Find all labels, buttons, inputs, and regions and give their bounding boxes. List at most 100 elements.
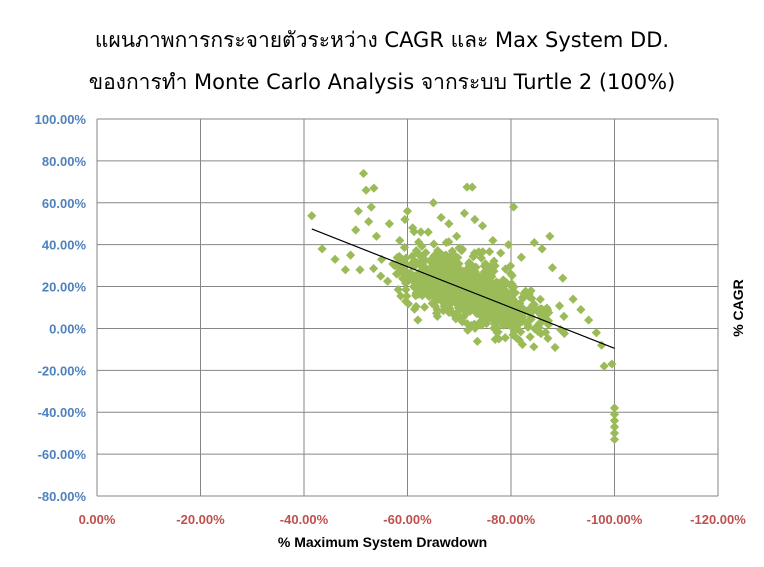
x-tick-label: -60.00% bbox=[383, 512, 432, 527]
data-point bbox=[459, 268, 469, 278]
data-point bbox=[340, 265, 350, 275]
y-tick-label: 60.00% bbox=[42, 196, 87, 211]
data-point bbox=[307, 211, 317, 221]
x-tick-label: -100.00% bbox=[587, 512, 643, 527]
data-point bbox=[440, 285, 451, 295]
data-point bbox=[534, 323, 544, 333]
data-point bbox=[550, 342, 560, 353]
data-point bbox=[449, 250, 460, 260]
data-point bbox=[366, 202, 376, 212]
data-point bbox=[500, 333, 510, 343]
x-tick-label: 0.00% bbox=[79, 512, 116, 527]
data-point bbox=[503, 309, 513, 320]
data-point bbox=[609, 434, 620, 445]
data-point bbox=[584, 315, 594, 325]
data-point bbox=[400, 214, 410, 225]
data-point bbox=[358, 168, 369, 179]
data-point bbox=[452, 231, 462, 241]
data-point bbox=[411, 301, 421, 312]
data-point bbox=[477, 320, 487, 330]
data-point bbox=[376, 271, 386, 281]
data-point bbox=[383, 276, 393, 286]
data-point bbox=[454, 243, 464, 253]
data-point bbox=[523, 322, 533, 332]
data-point bbox=[533, 326, 543, 336]
y-tick-label: -20.00% bbox=[38, 363, 87, 378]
data-point bbox=[417, 241, 427, 251]
data-point bbox=[457, 317, 467, 327]
data-point bbox=[505, 261, 516, 271]
data-point bbox=[468, 251, 478, 261]
data-point bbox=[507, 271, 517, 281]
data-point bbox=[353, 206, 363, 216]
data-point bbox=[461, 275, 472, 285]
data-point bbox=[596, 340, 607, 350]
y-tick-label: -60.00% bbox=[38, 447, 87, 462]
x-tick-label: -40.00% bbox=[280, 512, 329, 527]
data-point bbox=[441, 262, 451, 272]
data-point bbox=[464, 262, 474, 272]
data-point bbox=[371, 231, 382, 241]
data-point bbox=[401, 284, 411, 295]
data-point bbox=[536, 329, 546, 339]
data-point bbox=[609, 428, 620, 438]
data-point bbox=[465, 296, 476, 306]
data-point bbox=[517, 339, 528, 350]
chart-subtitle: ของการทำ Monte Carlo Analysis จากระบบ Tu… bbox=[88, 70, 676, 94]
data-point bbox=[483, 263, 493, 273]
data-point bbox=[450, 255, 460, 265]
x-axis-ticks: 0.00% -20.00% -40.00% -60.00% -80.00% -100.00… bbox=[79, 512, 747, 527]
data-point bbox=[467, 268, 477, 278]
data-point bbox=[478, 276, 489, 286]
data-point bbox=[508, 202, 519, 212]
data-point bbox=[445, 251, 455, 261]
data-point bbox=[351, 225, 361, 235]
data-point bbox=[486, 307, 496, 317]
data-point bbox=[402, 206, 413, 216]
data-point bbox=[599, 361, 609, 371]
data-point bbox=[473, 291, 483, 301]
data-point bbox=[591, 328, 601, 338]
data-point bbox=[543, 333, 553, 344]
data-point bbox=[480, 307, 490, 317]
data-point bbox=[508, 330, 518, 340]
data-point bbox=[493, 327, 503, 337]
data-point bbox=[412, 274, 422, 284]
data-point bbox=[484, 247, 495, 257]
data-point bbox=[456, 313, 466, 323]
data-point bbox=[409, 261, 420, 271]
y-tick-label: 40.00% bbox=[42, 238, 87, 253]
data-point bbox=[428, 198, 438, 208]
chart-title: แผนภาพการกระจายตัวระหว่าง CAGR และ Max S… bbox=[94, 28, 670, 52]
data-point bbox=[470, 214, 480, 225]
data-point bbox=[472, 309, 482, 319]
y-tick-label: -40.00% bbox=[38, 405, 87, 420]
data-point bbox=[503, 240, 514, 250]
data-point bbox=[444, 219, 454, 229]
data-point bbox=[436, 212, 446, 223]
data-point bbox=[317, 244, 327, 254]
data-point bbox=[542, 303, 552, 313]
data-point bbox=[495, 316, 505, 326]
data-point bbox=[547, 263, 557, 273]
data-point bbox=[419, 302, 430, 312]
data-point bbox=[409, 226, 419, 237]
data-point bbox=[512, 324, 522, 334]
data-point bbox=[462, 182, 472, 192]
data-point bbox=[443, 272, 454, 282]
data-point bbox=[467, 282, 477, 292]
y-tick-label: -80.00% bbox=[38, 489, 87, 504]
data-point bbox=[609, 416, 620, 426]
data-point bbox=[457, 297, 468, 307]
data-point bbox=[501, 316, 511, 326]
y-axis-ticks: 100.00% 80.00% 60.00% 40.00% 20.00% 0.00% -20.… bbox=[35, 112, 87, 504]
data-point bbox=[472, 269, 482, 280]
data-point bbox=[607, 359, 617, 369]
y-tick-label: 0.00% bbox=[49, 321, 86, 336]
data-point bbox=[472, 336, 482, 346]
data-point bbox=[523, 316, 533, 327]
data-point bbox=[408, 223, 418, 233]
data-point bbox=[438, 294, 449, 304]
data-point bbox=[391, 269, 402, 279]
